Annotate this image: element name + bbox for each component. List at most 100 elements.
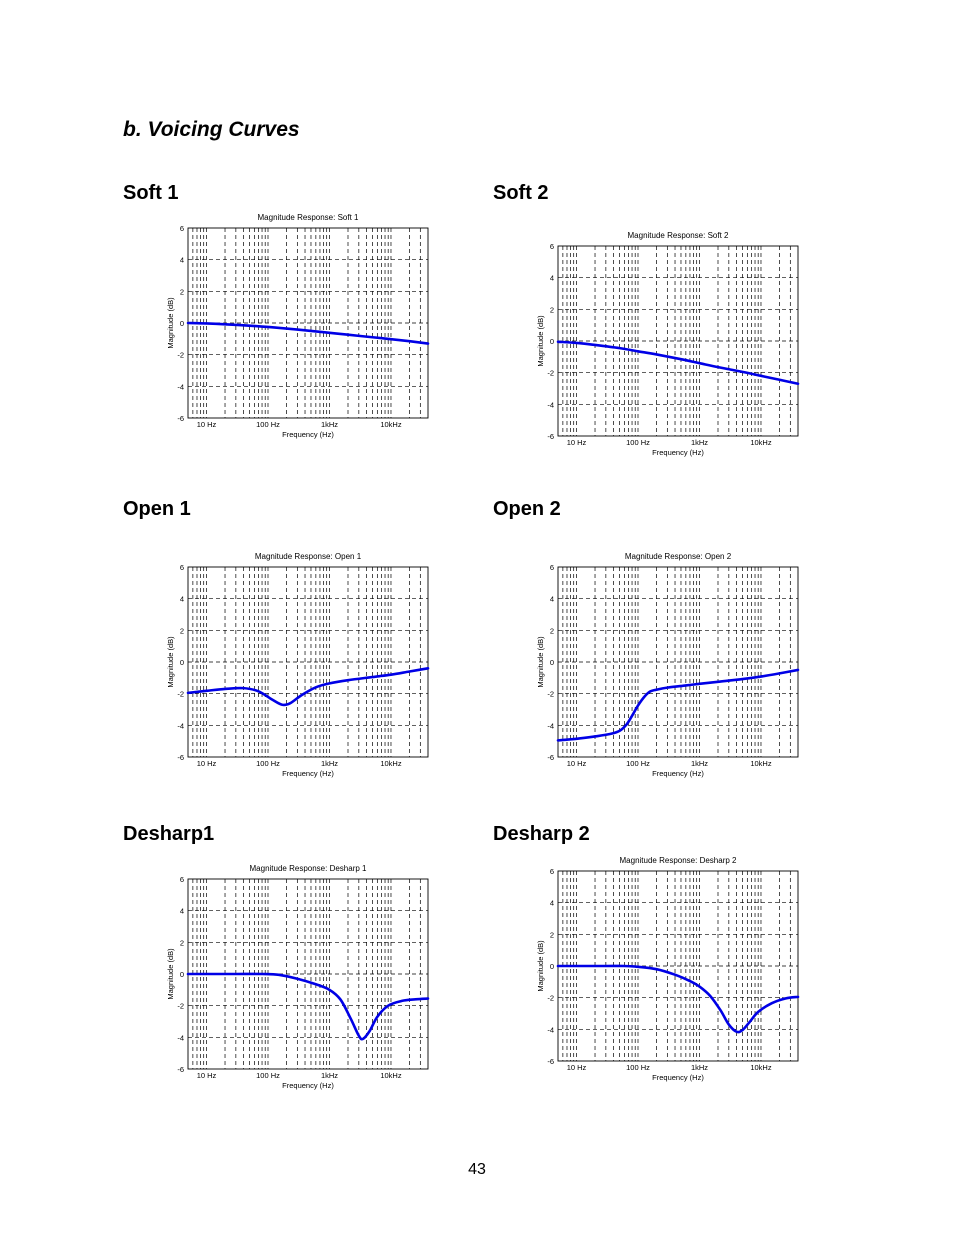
y-tick-label: 0 — [180, 319, 184, 328]
chart-heading-desharp-1: Desharp1 — [123, 823, 215, 845]
y-tick-label: -6 — [547, 753, 554, 762]
x-tick-label: 10kHz — [380, 420, 402, 429]
chart-heading-open-2: Open 2 — [493, 498, 561, 520]
y-axis-label: Magnitude (dB) — [166, 297, 175, 349]
y-tick-label: 0 — [550, 658, 554, 667]
y-tick-label: -2 — [547, 690, 554, 699]
x-tick-label: 10 Hz — [567, 759, 587, 768]
y-tick-label: 2 — [550, 930, 554, 939]
chart-heading-desharp-2: Desharp 2 — [493, 823, 590, 845]
y-tick-label: -4 — [177, 721, 184, 730]
chart-title: Magnitude Response: Desharp 2 — [620, 856, 738, 865]
y-tick-label: -2 — [547, 994, 554, 1003]
x-tick-label: 10kHz — [380, 759, 402, 768]
chart-title: Magnitude Response: Open 1 — [255, 552, 362, 561]
x-tick-label: 10 Hz — [567, 438, 587, 447]
x-tick-label: 1kHz — [691, 438, 708, 447]
y-tick-label: 4 — [180, 256, 184, 265]
y-tick-label: 4 — [180, 595, 184, 604]
y-tick-label: -6 — [177, 1065, 184, 1074]
page-number: 43 — [468, 1161, 486, 1178]
x-axis-label: Frequency (Hz) — [282, 769, 334, 778]
y-tick-label: -6 — [547, 1057, 554, 1066]
x-tick-label: 1kHz — [691, 1063, 708, 1072]
chart-soft-2: -6 -4 -2 0 2 4 6 10 Hz 100 Hz 1kHz 10kHz Magnitude … — [536, 231, 800, 457]
y-axis-label: Magnitude (dB) — [536, 940, 545, 992]
y-tick-label: -4 — [547, 400, 554, 409]
x-tick-label: 100 Hz — [256, 759, 280, 768]
magnitude-curve — [556, 964, 800, 1034]
x-axis-label: Frequency (Hz) — [652, 448, 704, 457]
y-tick-label: 0 — [550, 337, 554, 346]
y-tick-label: -4 — [547, 1025, 554, 1034]
y-tick-label: 6 — [180, 563, 184, 572]
y-tick-label: -2 — [547, 369, 554, 378]
chart-title: Magnitude Response: Desharp 1 — [250, 864, 368, 873]
y-tick-label: 2 — [550, 305, 554, 314]
y-tick-label: -4 — [177, 1033, 184, 1042]
y-tick-label: -6 — [177, 753, 184, 762]
y-tick-label: -6 — [547, 432, 554, 441]
chart-title: Magnitude Response: Soft 1 — [258, 213, 360, 222]
chart-open-2: -6 -4 -2 0 2 4 6 10 Hz 100 Hz 1kHz 10kHz Magnitude … — [536, 552, 800, 778]
x-tick-label: 10 Hz — [197, 420, 217, 429]
x-tick-label: 10kHz — [750, 759, 772, 768]
y-tick-label: 2 — [180, 938, 184, 947]
y-tick-label: 2 — [180, 626, 184, 635]
magnitude-curve — [556, 340, 800, 386]
y-tick-label: -6 — [177, 414, 184, 423]
x-tick-label: 10 Hz — [197, 1071, 217, 1080]
x-tick-label: 10kHz — [750, 438, 772, 447]
x-tick-label: 10kHz — [380, 1071, 402, 1080]
y-tick-label: 6 — [550, 867, 554, 876]
chart-desharp-2: -6 -4 -2 0 2 4 6 10 Hz 100 Hz 1kHz 10kHz Magnitude … — [536, 856, 800, 1082]
chart-heading-soft-1: Soft 1 — [123, 182, 179, 204]
y-axis-label: Magnitude (dB) — [536, 636, 545, 688]
plot-frame — [557, 566, 799, 758]
y-tick-label: -2 — [177, 690, 184, 699]
x-tick-label: 10kHz — [750, 1063, 772, 1072]
chart-heading-soft-2: Soft 2 — [493, 182, 549, 204]
x-tick-label: 100 Hz — [256, 420, 280, 429]
y-tick-label: 4 — [550, 899, 554, 908]
x-tick-label: 1kHz — [321, 759, 338, 768]
y-tick-label: 6 — [180, 875, 184, 884]
y-tick-label: 6 — [180, 224, 184, 233]
y-tick-label: 6 — [550, 242, 554, 251]
y-tick-label: -4 — [547, 721, 554, 730]
x-tick-label: 100 Hz — [626, 759, 650, 768]
y-tick-label: 6 — [550, 563, 554, 572]
chart-open-1: -6 -4 -2 0 2 4 6 10 Hz 100 Hz 1kHz 10kHz Magnitude … — [166, 552, 430, 778]
y-tick-label: 0 — [550, 962, 554, 971]
magnitude-curve — [556, 668, 800, 742]
magnitude-curve — [186, 667, 430, 707]
x-axis-label: Frequency (Hz) — [282, 430, 334, 439]
x-tick-label: 10 Hz — [197, 759, 217, 768]
section-title: b. Voicing Curves — [123, 118, 300, 141]
y-tick-label: 4 — [550, 595, 554, 604]
x-tick-label: 10 Hz — [567, 1063, 587, 1072]
chart-title: Magnitude Response: Soft 2 — [628, 231, 730, 240]
magnitude-curve — [186, 972, 430, 1041]
x-tick-label: 100 Hz — [626, 1063, 650, 1072]
x-tick-label: 1kHz — [691, 759, 708, 768]
y-tick-label: 0 — [180, 970, 184, 979]
x-axis-label: Frequency (Hz) — [282, 1081, 334, 1090]
y-axis-label: Magnitude (dB) — [166, 636, 175, 688]
chart-heading-open-1: Open 1 — [123, 498, 191, 520]
y-tick-label: 2 — [180, 287, 184, 296]
plot-frame — [187, 566, 429, 758]
y-tick-label: -2 — [177, 351, 184, 360]
y-axis-label: Magnitude (dB) — [166, 948, 175, 1000]
magnitude-curve — [186, 321, 430, 345]
chart-desharp-1: -6 -4 -2 0 2 4 6 10 Hz 100 Hz 1kHz 10kHz Magnitude … — [166, 864, 430, 1090]
chart-soft-1: -6 -4 -2 0 2 4 6 10 Hz 100 Hz 1kHz 10kHz Magnitude … — [166, 213, 430, 439]
y-tick-label: 4 — [180, 907, 184, 916]
y-tick-label: -4 — [177, 382, 184, 391]
x-tick-label: 1kHz — [321, 1071, 338, 1080]
x-axis-label: Frequency (Hz) — [652, 769, 704, 778]
x-tick-label: 100 Hz — [256, 1071, 280, 1080]
chart-title: Magnitude Response: Open 2 — [625, 552, 732, 561]
y-tick-label: 4 — [550, 274, 554, 283]
y-tick-label: 0 — [180, 658, 184, 667]
